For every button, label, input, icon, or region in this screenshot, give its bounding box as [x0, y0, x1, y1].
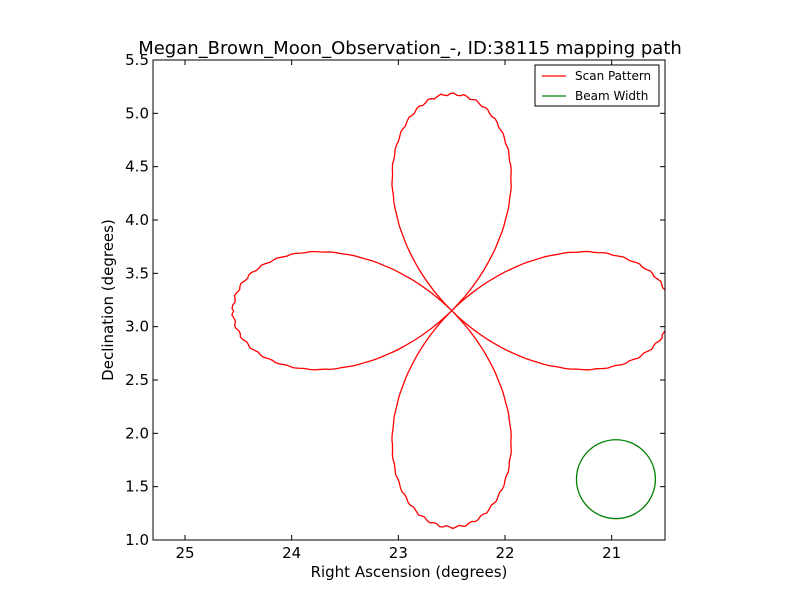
y-tick-label: 4.5: [125, 158, 149, 176]
y-tick-label: 3.0: [125, 318, 149, 336]
x-tick-label: 23: [389, 544, 408, 562]
y-tick-label: 2.0: [125, 424, 149, 442]
legend-label-beam-width: Beam Width: [575, 89, 648, 103]
y-tick-label: 1.0: [125, 531, 149, 549]
x-tick-label: 25: [175, 544, 194, 562]
y-tick-label: 5.0: [125, 104, 149, 122]
y-tick-label: 5.5: [125, 51, 149, 69]
plot-frame: [152, 59, 666, 541]
y-tick-label: 2.5: [125, 371, 149, 389]
y-tick-label: 3.5: [125, 264, 149, 282]
y-axis: 1.0 1.5 2.0 2.5 3.0 3.5 4.0 4.5 5.0 5.5: [125, 51, 665, 549]
series-layer: [231, 92, 665, 530]
y-tick-label: 1.5: [125, 478, 149, 496]
x-axis: 25 24 23 22 21: [175, 60, 621, 562]
x-tick-label: 21: [602, 544, 621, 562]
plot-area: [152, 59, 666, 541]
x-tick-label: 24: [282, 544, 301, 562]
series-scan-pattern: [231, 92, 665, 530]
series-beam-width: [575, 439, 657, 520]
x-tick-label: 22: [495, 544, 514, 562]
y-tick-label: 4.0: [125, 211, 149, 229]
x-axis-label: Right Ascension (degrees): [311, 563, 508, 581]
chart-title: Megan_Brown_Moon_Observation_-, ID:38115…: [138, 38, 682, 59]
legend-label-scan-pattern: Scan Pattern: [575, 69, 651, 83]
legend: Scan Pattern Beam Width: [534, 64, 660, 107]
y-axis-label: Declination (degrees): [99, 219, 117, 381]
legend-box: [534, 64, 660, 107]
